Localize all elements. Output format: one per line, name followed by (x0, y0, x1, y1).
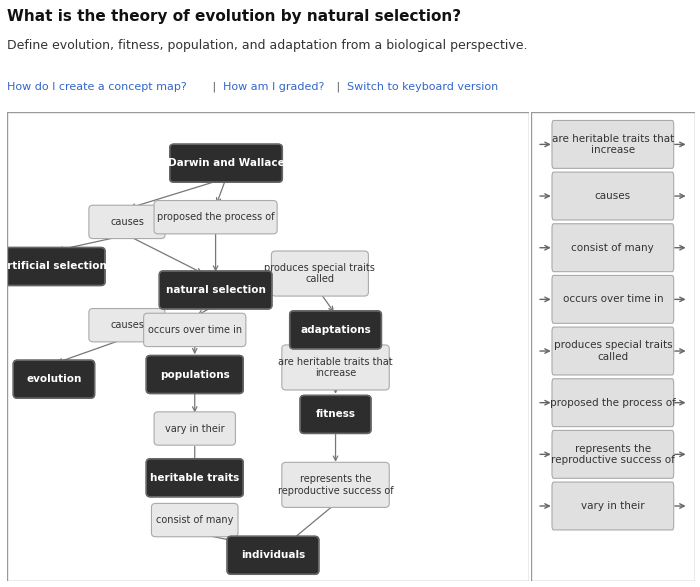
Text: represents the
reproductive success of: represents the reproductive success of (551, 444, 675, 465)
Text: causes: causes (110, 217, 144, 227)
FancyBboxPatch shape (282, 463, 389, 507)
Text: heritable traits: heritable traits (150, 473, 239, 483)
FancyBboxPatch shape (18, 383, 90, 391)
FancyBboxPatch shape (552, 172, 673, 220)
Text: occurs over time in: occurs over time in (563, 294, 663, 305)
FancyBboxPatch shape (146, 356, 243, 393)
FancyBboxPatch shape (150, 376, 239, 384)
FancyBboxPatch shape (150, 379, 239, 386)
Text: Switch to keyboard version: Switch to keyboard version (346, 82, 498, 92)
Text: causes: causes (110, 320, 144, 330)
FancyBboxPatch shape (174, 169, 278, 177)
Text: vary in their: vary in their (581, 501, 645, 511)
FancyBboxPatch shape (7, 272, 101, 280)
FancyBboxPatch shape (3, 248, 105, 285)
Text: artificial selection: artificial selection (1, 261, 107, 272)
FancyBboxPatch shape (300, 396, 371, 433)
FancyBboxPatch shape (294, 338, 377, 345)
FancyBboxPatch shape (294, 336, 377, 343)
Text: produces special traits
called: produces special traits called (554, 340, 672, 362)
Text: adaptations: adaptations (300, 325, 371, 335)
Text: natural selection: natural selection (166, 285, 265, 295)
Text: causes: causes (595, 191, 631, 201)
FancyBboxPatch shape (150, 484, 239, 491)
FancyBboxPatch shape (294, 332, 377, 339)
FancyBboxPatch shape (174, 165, 278, 173)
FancyBboxPatch shape (294, 333, 377, 341)
Text: |: | (333, 82, 344, 92)
FancyBboxPatch shape (164, 298, 267, 305)
Text: are heritable traits that
increase: are heritable traits that increase (552, 134, 674, 155)
Text: evolution: evolution (26, 374, 82, 384)
FancyBboxPatch shape (146, 459, 243, 497)
Text: Darwin and Wallace: Darwin and Wallace (168, 158, 284, 168)
Text: occurs over time in: occurs over time in (148, 325, 241, 335)
Text: individuals: individuals (241, 550, 305, 561)
FancyBboxPatch shape (552, 379, 673, 427)
FancyBboxPatch shape (89, 205, 165, 238)
Text: represents the
reproductive success of: represents the reproductive success of (278, 474, 393, 495)
FancyBboxPatch shape (282, 345, 389, 390)
Text: fitness: fitness (316, 409, 356, 420)
FancyBboxPatch shape (154, 412, 235, 445)
FancyBboxPatch shape (552, 327, 673, 375)
Text: vary in their: vary in their (165, 423, 225, 434)
FancyBboxPatch shape (164, 296, 267, 303)
FancyBboxPatch shape (231, 561, 315, 569)
Text: produces special traits
called: produces special traits called (265, 263, 375, 284)
Text: |: | (209, 82, 220, 92)
Text: proposed the process of: proposed the process of (157, 212, 274, 222)
Text: populations: populations (160, 369, 230, 380)
FancyBboxPatch shape (150, 485, 239, 493)
FancyBboxPatch shape (18, 385, 90, 393)
Text: are heritable traits that
increase: are heritable traits that increase (278, 357, 393, 378)
FancyBboxPatch shape (174, 167, 278, 174)
Text: consist of many: consist of many (156, 515, 233, 525)
FancyBboxPatch shape (304, 420, 367, 428)
FancyBboxPatch shape (150, 382, 239, 390)
Text: How am I graded?: How am I graded? (223, 82, 325, 92)
Text: How do I create a concept map?: How do I create a concept map? (7, 82, 187, 92)
FancyBboxPatch shape (7, 274, 101, 282)
FancyBboxPatch shape (151, 504, 238, 537)
FancyBboxPatch shape (164, 292, 267, 299)
FancyBboxPatch shape (13, 360, 94, 398)
FancyBboxPatch shape (144, 313, 246, 346)
FancyBboxPatch shape (304, 416, 367, 424)
FancyBboxPatch shape (227, 537, 319, 574)
FancyBboxPatch shape (552, 120, 673, 168)
FancyBboxPatch shape (164, 294, 267, 302)
FancyBboxPatch shape (231, 563, 315, 571)
FancyBboxPatch shape (272, 251, 368, 296)
FancyBboxPatch shape (304, 422, 367, 430)
FancyBboxPatch shape (552, 430, 673, 478)
FancyBboxPatch shape (169, 144, 282, 182)
FancyBboxPatch shape (160, 271, 272, 309)
FancyBboxPatch shape (552, 275, 673, 323)
Text: consist of many: consist of many (571, 242, 654, 253)
FancyBboxPatch shape (18, 387, 90, 394)
FancyBboxPatch shape (304, 418, 367, 426)
FancyBboxPatch shape (154, 201, 277, 234)
Text: Define evolution, fitness, population, and adaptation from a biological perspect: Define evolution, fitness, population, a… (7, 39, 528, 52)
Text: proposed the process of: proposed the process of (550, 397, 676, 408)
FancyBboxPatch shape (150, 481, 239, 490)
FancyBboxPatch shape (150, 380, 239, 388)
FancyBboxPatch shape (174, 171, 278, 178)
FancyBboxPatch shape (7, 270, 101, 278)
FancyBboxPatch shape (552, 224, 673, 272)
FancyBboxPatch shape (7, 268, 101, 276)
FancyBboxPatch shape (231, 557, 315, 565)
FancyBboxPatch shape (150, 480, 239, 487)
FancyBboxPatch shape (231, 559, 315, 567)
FancyBboxPatch shape (18, 381, 90, 389)
Text: What is the theory of evolution by natural selection?: What is the theory of evolution by natur… (7, 9, 461, 24)
FancyBboxPatch shape (290, 311, 382, 349)
FancyBboxPatch shape (89, 309, 165, 342)
FancyBboxPatch shape (552, 482, 673, 530)
